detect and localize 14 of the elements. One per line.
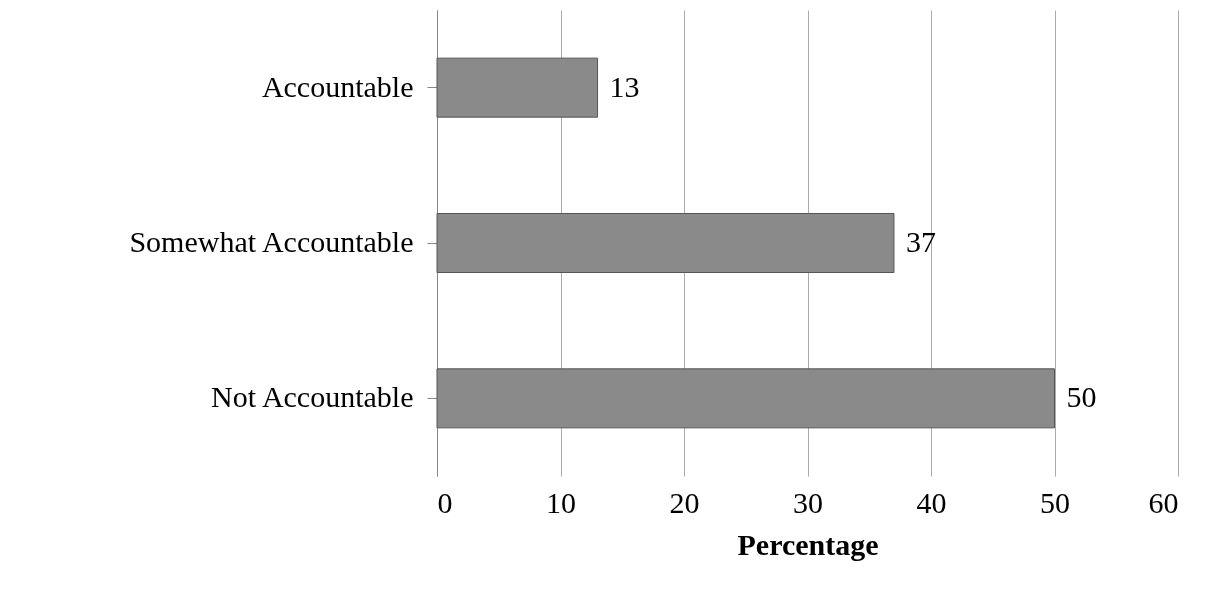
data-label: 50	[1066, 380, 1097, 414]
x-tick-label: 60	[1148, 485, 1179, 519]
y-tick-label: Somewhat Accountable	[129, 225, 414, 258]
x-axis-title: Percentage	[737, 527, 879, 561]
x-tick-label: 20	[669, 485, 700, 519]
x-tick-label: 10	[546, 485, 576, 519]
data-label: 37	[905, 225, 936, 258]
y-tick-label: Not Accountable	[211, 380, 414, 414]
data-label: 13	[609, 69, 640, 103]
x-tick-label: 50	[1040, 485, 1070, 519]
x-tick-label: 0	[437, 485, 453, 519]
x-tick-label: 30	[793, 485, 823, 519]
y-tick-label: Accountable	[261, 69, 414, 103]
x-tick-label: 40	[916, 485, 947, 519]
